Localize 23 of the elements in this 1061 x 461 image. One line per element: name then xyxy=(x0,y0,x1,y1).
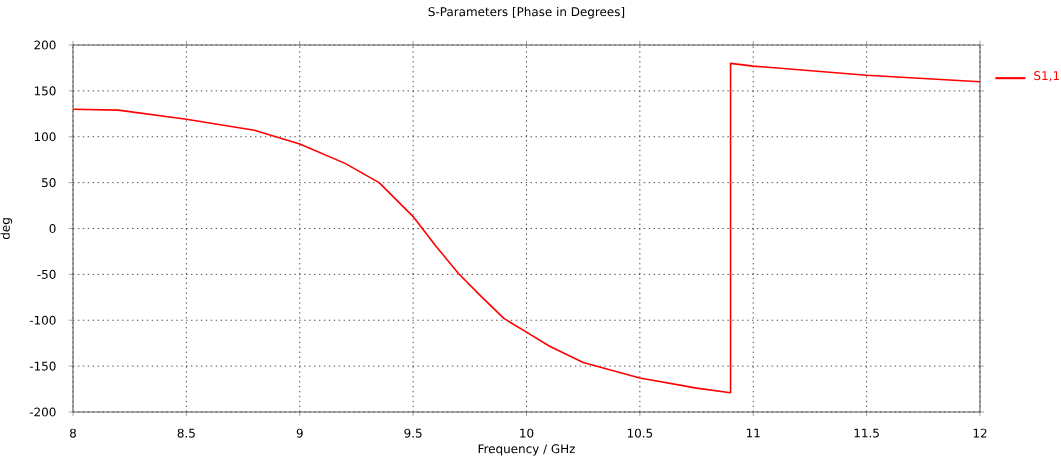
y-tick-label: 150 xyxy=(34,86,56,96)
x-tick-label: 10.5 xyxy=(627,428,653,438)
y-tick-label: 100 xyxy=(34,132,56,142)
y-tick-label: 50 xyxy=(42,178,56,188)
x-tick-label: 12 xyxy=(973,428,987,438)
x-tick-label: 10 xyxy=(520,428,534,438)
x-tick-label: 8 xyxy=(70,428,76,438)
x-tick-label: 11 xyxy=(746,428,760,438)
legend-label: S1,1 xyxy=(1034,71,1059,82)
y-axis-title: deg xyxy=(0,218,13,240)
x-tick-label: 8.5 xyxy=(177,428,195,438)
y-tick-label: 200 xyxy=(34,40,56,50)
y-tick-label: -150 xyxy=(29,361,56,371)
x-axis-title: Frequency / GHz xyxy=(478,444,575,456)
x-tick-label: 11.5 xyxy=(854,428,879,438)
x-tick-label: 9 xyxy=(296,428,303,438)
line-series xyxy=(73,62,980,394)
y-tick-label: -50 xyxy=(37,269,56,279)
y-tick-label: -200 xyxy=(29,407,56,417)
y-tick-label: 0 xyxy=(49,223,56,234)
y-tick-label: -100 xyxy=(29,315,56,325)
x-tick-label: 9.5 xyxy=(404,428,422,438)
chart-title: S-Parameters [Phase in Degrees] xyxy=(428,6,625,19)
